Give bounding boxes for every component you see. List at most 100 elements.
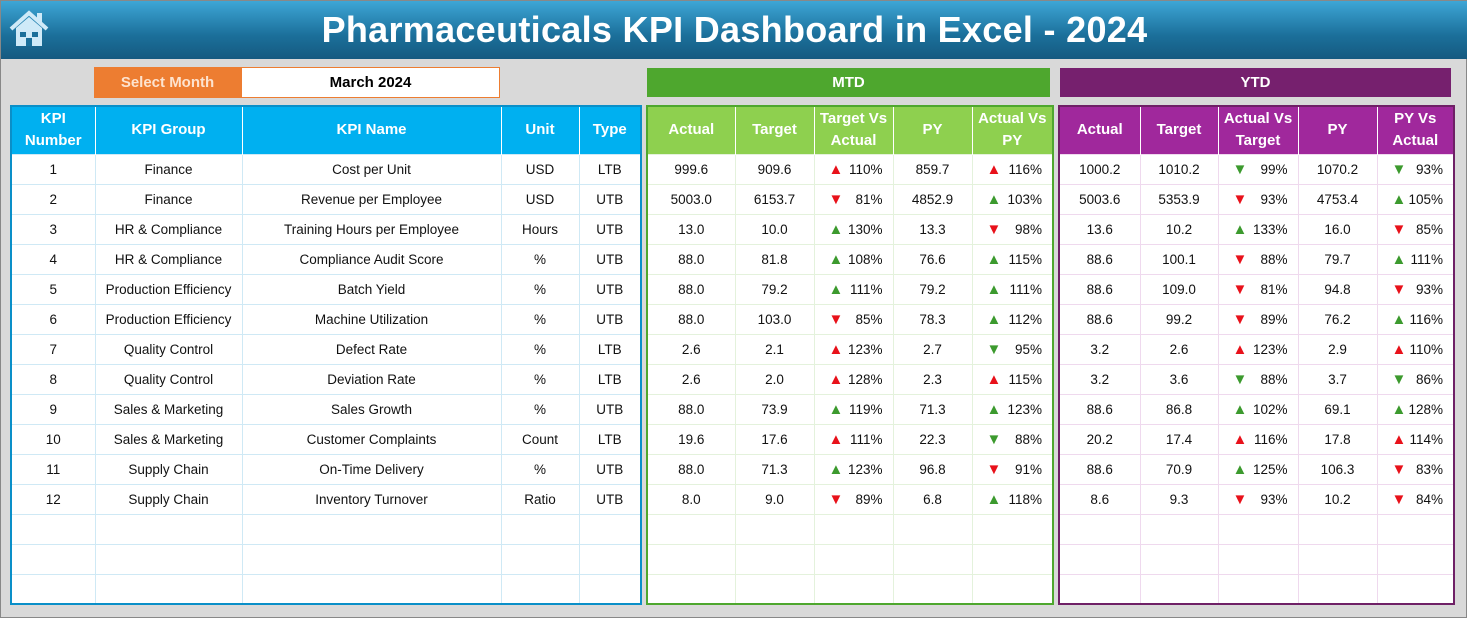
actual-cell: 999.6 [646, 153, 736, 185]
py-cell: 96.8 [892, 453, 973, 485]
kpi-group-cell: Finance [94, 183, 243, 215]
mtd-header-target-vs-actual: Target Vs Actual [814, 106, 894, 154]
py-cell: 16.0 [1297, 213, 1378, 245]
target-comparison-cell-content: ▲ 133% [1223, 221, 1294, 238]
unit-cell: Hours [500, 213, 580, 245]
title-bar: Pharmaceuticals KPI Dashboard in Excel -… [1, 1, 1467, 59]
kpi-name-cell: Training Hours per Employee [241, 213, 502, 245]
target-cell: 909.6 [734, 153, 815, 185]
target-comparison-cell: ▼ 89% [813, 483, 894, 515]
target-comparison-cell: ▲ 123% [813, 333, 894, 365]
table-row: 1 Finance Cost per Unit USD LTB [10, 153, 642, 185]
py-cell: 17.8 [1297, 423, 1378, 455]
triangle-down-red-icon: ▼ [1232, 250, 1248, 268]
select-month-label: Select Month [94, 67, 241, 98]
kpi-number-cell: 12 [10, 483, 96, 515]
triangle-down-red-icon: ▼ [1391, 280, 1407, 298]
target-comparison-cell-value: 89% [1260, 311, 1288, 327]
py-cell: 78.3 [892, 303, 973, 335]
py-comparison-cell-content: ▲ 111% [1382, 251, 1450, 268]
target-comparison-cell-content: ▼ 81% [819, 191, 889, 208]
triangle-up-green-icon: ▲ [828, 220, 844, 238]
kpi-name-cell: Revenue per Employee [241, 183, 502, 215]
mtd-table-row: 5003.0 6153.7 ▼ 81% 4852.9 ▲ 103% [646, 183, 1054, 215]
py-comparison-cell-value: 118% [1008, 491, 1042, 507]
triangle-up-green-icon: ▲ [986, 190, 1002, 208]
mtd-table-row: 2.6 2.0 ▲ 128% 2.3 ▲ 115% [646, 363, 1054, 395]
target-comparison-cell-value: 111% [849, 431, 883, 447]
py-cell: 79.7 [1297, 243, 1378, 275]
month-selector[interactable]: March 2024 [241, 67, 500, 98]
target-cell: 79.2 [734, 273, 815, 305]
unit-cell: % [500, 303, 580, 335]
unit-cell: % [500, 453, 580, 485]
target-comparison-cell: ▲ 128% [813, 363, 894, 395]
type-cell: LTB [578, 363, 642, 395]
py-comparison-cell: ▲ 112% [971, 303, 1054, 335]
target-comparison-cell-value: 102% [1252, 401, 1288, 417]
table-row: 12 Supply Chain Inventory Turnover Ratio UTB [10, 483, 642, 515]
py-comparison-cell-content: ▼ 93% [1382, 281, 1450, 298]
py-comparison-cell [971, 543, 1054, 575]
py-comparison-cell: ▲ 103% [971, 183, 1054, 215]
py-comparison-cell: ▼ 95% [971, 333, 1054, 365]
target-comparison-cell-content: ▼ 93% [1223, 191, 1294, 208]
kpi-number-cell: 5 [10, 273, 96, 305]
target-cell: 81.8 [734, 243, 815, 275]
py-comparison-cell: ▼ 93% [1376, 273, 1455, 305]
kpi-name-cell [241, 513, 502, 545]
target-comparison-cell: ▲ 123% [813, 453, 894, 485]
py-cell: 3.7 [1297, 363, 1378, 395]
actual-cell: 13.6 [1058, 213, 1141, 245]
target-comparison-cell: ▲ 110% [813, 153, 894, 185]
kpi-number-cell: 10 [10, 423, 96, 455]
target-cell: 10.2 [1139, 213, 1219, 245]
kpi-name-cell: Sales Growth [241, 393, 502, 425]
target-cell: 2.0 [734, 363, 815, 395]
py-cell: 79.2 [892, 273, 973, 305]
py-comparison-cell-value: 105% [1408, 191, 1443, 207]
kpi-group-cell: Supply Chain [94, 453, 243, 485]
py-cell: 69.1 [1297, 393, 1378, 425]
target-comparison-cell-content: ▲ 123% [819, 461, 889, 478]
target-comparison-cell-content: ▲ 116% [1223, 431, 1294, 448]
ytd-table-row: 13.6 10.2 ▲ 133% 16.0 ▼ 85% [1058, 213, 1455, 245]
kpi-header-row: KPI Number KPI Group KPI Name Unit Type [11, 106, 642, 154]
target-comparison-cell [813, 513, 894, 545]
py-comparison-cell-value: 111% [1009, 281, 1042, 297]
table-row: 10 Sales & Marketing Customer Complaints Co… [10, 423, 642, 455]
kpi-name-cell [241, 573, 502, 605]
kpi-group-cell [94, 513, 243, 545]
actual-cell [1058, 543, 1141, 575]
actual-cell: 5003.0 [646, 183, 736, 215]
mtd-header-actual-vs-py: Actual Vs PY [972, 106, 1054, 154]
kpi-number-cell [10, 543, 96, 575]
py-comparison-cell: ▲ 116% [1376, 303, 1455, 335]
table-row: 3 HR & Compliance Training Hours per Emplo… [10, 213, 642, 245]
ytd-table-row: 5003.6 5353.9 ▼ 93% 4753.4 ▲ 105% [1058, 183, 1455, 215]
triangle-up-green-icon: ▲ [986, 280, 1002, 298]
py-comparison-cell-content: ▼ 93% [1382, 161, 1450, 178]
triangle-up-green-icon: ▲ [1391, 190, 1407, 208]
py-comparison-cell-value: 85% [1415, 221, 1443, 237]
ytd-table-row: 3.2 2.6 ▲ 123% 2.9 ▲ 110% [1058, 333, 1455, 365]
table-row: 5 Production Efficiency Batch Yield% UTB [10, 273, 642, 305]
mtd-table-row: 88.0 103.0 ▼ 85% 78.3 ▲ 112% [646, 303, 1054, 335]
py-comparison-cell [971, 573, 1054, 605]
home-icon[interactable] [7, 9, 51, 49]
triangle-up-green-icon: ▲ [1232, 400, 1248, 418]
target-comparison-cell-value: 89% [855, 491, 883, 507]
target-comparison-cell-content: ▼ 93% [1223, 491, 1294, 508]
target-cell: 73.9 [734, 393, 815, 425]
triangle-up-green-icon: ▲ [1391, 400, 1407, 418]
kpi-name-cell: Cost per Unit [241, 153, 502, 185]
actual-cell: 88.6 [1058, 393, 1141, 425]
py-comparison-cell-content: ▲ 115% [977, 251, 1049, 268]
target-comparison-cell-value: 125% [1252, 461, 1288, 477]
target-comparison-cell-content: ▲ 125% [1223, 461, 1294, 478]
target-comparison-cell [1217, 573, 1299, 605]
triangle-up-green-icon: ▲ [986, 310, 1002, 328]
py-comparison-cell-value: 123% [1007, 401, 1042, 417]
ytd-table-row [1058, 543, 1455, 575]
py-cell: 22.3 [892, 423, 973, 455]
